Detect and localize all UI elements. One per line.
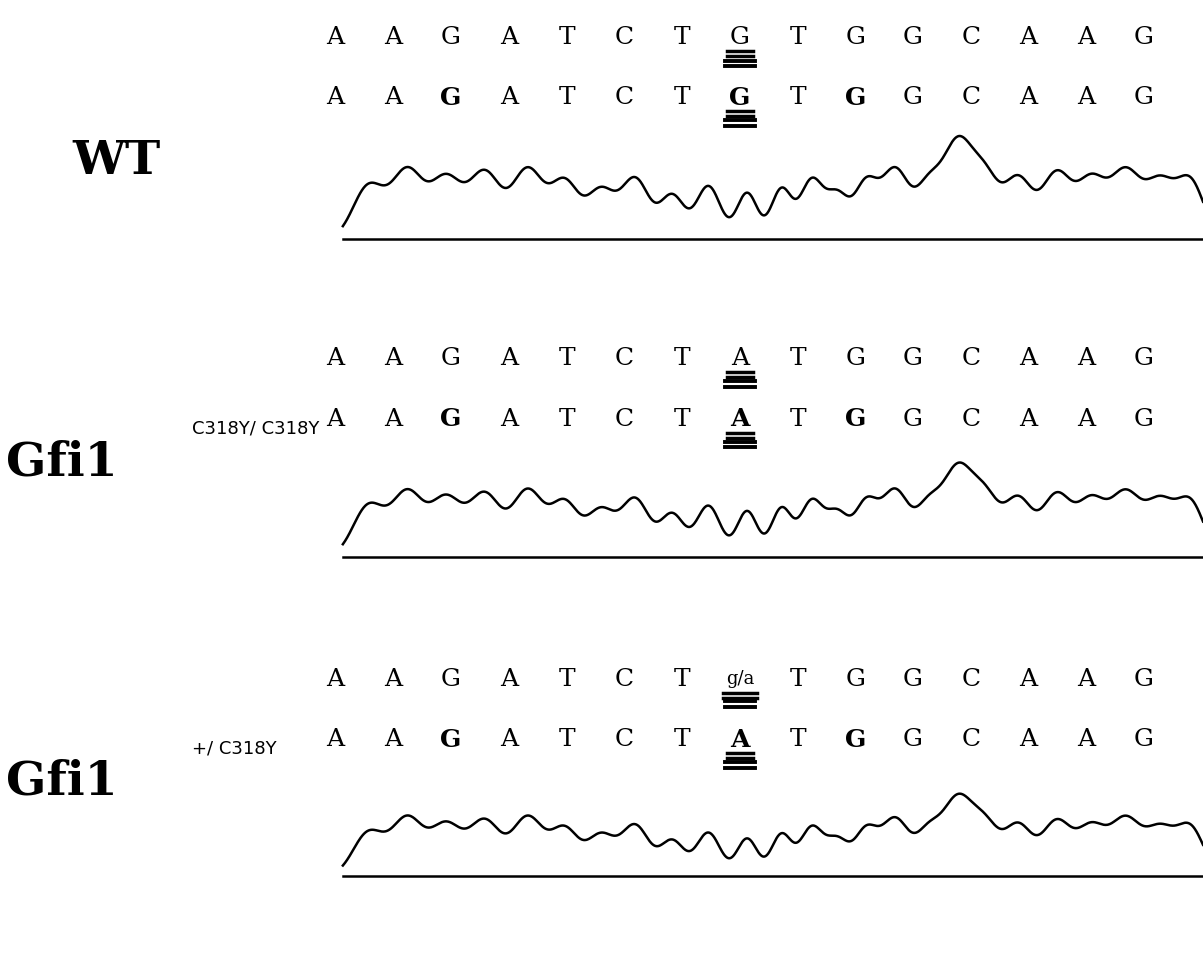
Text: A: A bbox=[730, 728, 749, 751]
Text: G: G bbox=[846, 667, 865, 691]
Text: C: C bbox=[615, 407, 634, 431]
Text: A: A bbox=[730, 407, 749, 431]
Text: Gfi1: Gfi1 bbox=[6, 758, 118, 805]
Text: A: A bbox=[384, 667, 403, 691]
Text: C: C bbox=[615, 347, 634, 370]
Text: A: A bbox=[384, 25, 403, 49]
Text: G: G bbox=[903, 86, 923, 109]
Text: A: A bbox=[1019, 25, 1038, 49]
Text: A: A bbox=[1077, 728, 1096, 751]
Text: T: T bbox=[789, 347, 806, 370]
Text: G: G bbox=[440, 86, 462, 109]
Text: C: C bbox=[615, 25, 634, 49]
Text: T: T bbox=[674, 728, 691, 751]
Text: T: T bbox=[789, 728, 806, 751]
Text: G: G bbox=[440, 728, 462, 751]
Text: A: A bbox=[1019, 728, 1038, 751]
Text: G: G bbox=[903, 25, 923, 49]
Text: T: T bbox=[558, 728, 575, 751]
Text: G: G bbox=[729, 86, 751, 109]
Text: A: A bbox=[499, 86, 518, 109]
Text: G: G bbox=[846, 347, 865, 370]
Text: T: T bbox=[674, 25, 691, 49]
Text: A: A bbox=[730, 347, 749, 370]
Text: C: C bbox=[615, 728, 634, 751]
Text: g/a: g/a bbox=[725, 670, 754, 688]
Text: C: C bbox=[961, 667, 980, 691]
Text: C318Y/ C318Y: C318Y/ C318Y bbox=[192, 420, 320, 438]
Text: T: T bbox=[789, 25, 806, 49]
Text: A: A bbox=[1019, 407, 1038, 431]
Text: T: T bbox=[789, 407, 806, 431]
Text: A: A bbox=[499, 728, 518, 751]
Text: A: A bbox=[384, 728, 403, 751]
Text: T: T bbox=[558, 86, 575, 109]
Text: G: G bbox=[1134, 728, 1154, 751]
Text: A: A bbox=[499, 25, 518, 49]
Text: G: G bbox=[1134, 25, 1154, 49]
Text: T: T bbox=[674, 347, 691, 370]
Text: A: A bbox=[326, 667, 345, 691]
Text: A: A bbox=[326, 347, 345, 370]
Text: T: T bbox=[674, 86, 691, 109]
Text: A: A bbox=[326, 25, 345, 49]
Text: C: C bbox=[615, 86, 634, 109]
Text: G: G bbox=[845, 86, 866, 109]
Text: A: A bbox=[1019, 86, 1038, 109]
Text: C: C bbox=[961, 347, 980, 370]
Text: T: T bbox=[674, 667, 691, 691]
Text: WT: WT bbox=[72, 138, 160, 185]
Text: A: A bbox=[499, 407, 518, 431]
Text: G: G bbox=[1134, 407, 1154, 431]
Text: T: T bbox=[558, 407, 575, 431]
Text: G: G bbox=[1134, 667, 1154, 691]
Text: A: A bbox=[384, 347, 403, 370]
Text: A: A bbox=[384, 86, 403, 109]
Text: A: A bbox=[326, 407, 345, 431]
Text: A: A bbox=[326, 728, 345, 751]
Text: T: T bbox=[558, 347, 575, 370]
Text: +/ C318Y: +/ C318Y bbox=[192, 740, 277, 757]
Text: A: A bbox=[1077, 667, 1096, 691]
Text: T: T bbox=[789, 86, 806, 109]
Text: G: G bbox=[903, 407, 923, 431]
Text: A: A bbox=[1077, 407, 1096, 431]
Text: T: T bbox=[789, 667, 806, 691]
Text: A: A bbox=[1019, 667, 1038, 691]
Text: C: C bbox=[961, 86, 980, 109]
Text: Gfi1: Gfi1 bbox=[6, 439, 118, 486]
Text: G: G bbox=[440, 407, 462, 431]
Text: G: G bbox=[442, 667, 461, 691]
Text: G: G bbox=[846, 25, 865, 49]
Text: A: A bbox=[499, 667, 518, 691]
Text: A: A bbox=[326, 86, 345, 109]
Text: C: C bbox=[961, 728, 980, 751]
Text: G: G bbox=[1134, 347, 1154, 370]
Text: C: C bbox=[961, 25, 980, 49]
Text: G: G bbox=[845, 728, 866, 751]
Text: T: T bbox=[674, 407, 691, 431]
Text: C: C bbox=[615, 667, 634, 691]
Text: G: G bbox=[730, 25, 749, 49]
Text: G: G bbox=[845, 407, 866, 431]
Text: G: G bbox=[903, 667, 923, 691]
Text: T: T bbox=[558, 667, 575, 691]
Text: G: G bbox=[1134, 86, 1154, 109]
Text: T: T bbox=[558, 25, 575, 49]
Text: A: A bbox=[1077, 347, 1096, 370]
Text: G: G bbox=[903, 347, 923, 370]
Text: A: A bbox=[1077, 86, 1096, 109]
Text: G: G bbox=[442, 25, 461, 49]
Text: A: A bbox=[499, 347, 518, 370]
Text: A: A bbox=[384, 407, 403, 431]
Text: A: A bbox=[1077, 25, 1096, 49]
Text: A: A bbox=[1019, 347, 1038, 370]
Text: G: G bbox=[442, 347, 461, 370]
Text: G: G bbox=[903, 728, 923, 751]
Text: C: C bbox=[961, 407, 980, 431]
